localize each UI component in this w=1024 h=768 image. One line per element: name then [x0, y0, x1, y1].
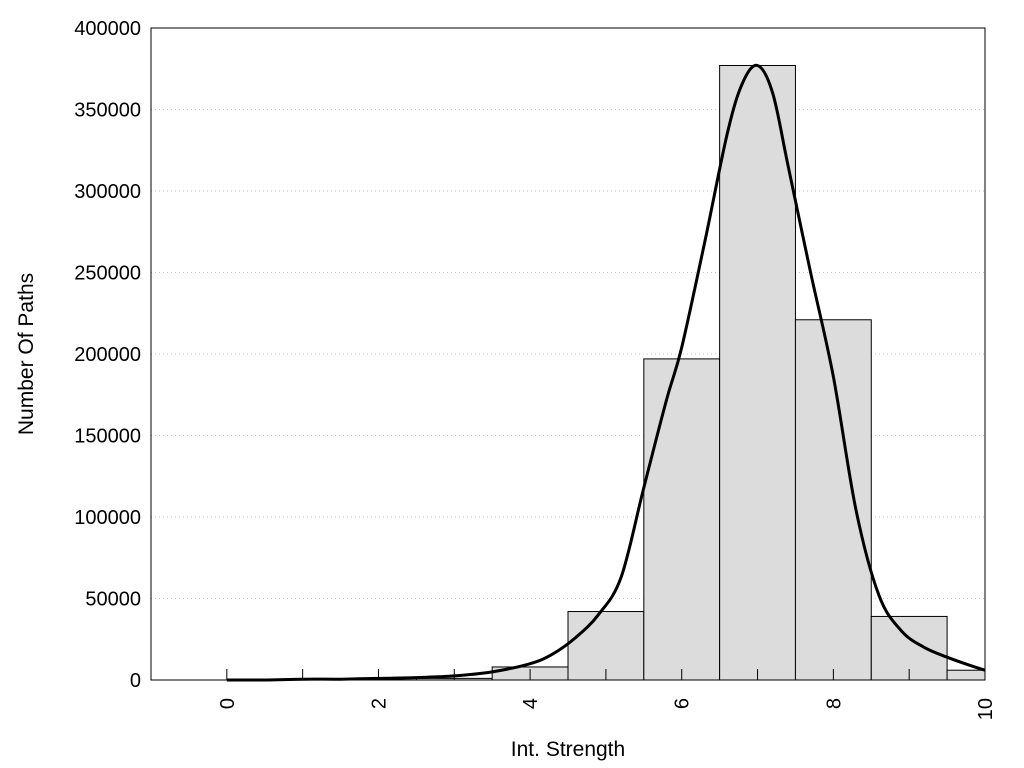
- y-tick-label: 50000: [85, 589, 141, 611]
- x-axis-title: Int. Strength: [511, 738, 625, 761]
- x-tick-label: 0: [217, 698, 239, 709]
- y-tick-label: 0: [130, 670, 141, 692]
- y-axis-ticks: 0 50000 100000 150000 200000 250000 300000 3500…: [74, 18, 141, 692]
- gridlines: [151, 109, 985, 599]
- bars: [415, 64, 986, 681]
- histogram-bar: [946, 669, 986, 681]
- x-tick-label: 4: [520, 698, 542, 709]
- x-tick-label: 8: [823, 698, 845, 709]
- y-tick-label: 200000: [74, 344, 141, 366]
- y-tick-label: 350000: [74, 100, 141, 122]
- x-tick-label: 2: [368, 698, 390, 709]
- y-axis-title: Number Of Paths: [15, 273, 38, 435]
- histogram-bar: [643, 358, 721, 681]
- y-tick-label: 100000: [74, 507, 141, 529]
- y-tick-label: 400000: [74, 18, 141, 40]
- histogram-bar: [719, 64, 796, 681]
- x-tick-label: 6: [672, 698, 694, 709]
- x-axis-ticks: 0 2 4 6 8 10: [217, 669, 997, 720]
- density-curve: [226, 63, 986, 682]
- y-tick-label: 250000: [74, 263, 141, 285]
- y-tick-label: 150000: [74, 426, 141, 448]
- density-curve-line: [226, 63, 986, 682]
- x-tick-label: 10: [975, 698, 997, 720]
- y-tick-label: 300000: [74, 181, 141, 203]
- plot-frame: [150, 27, 986, 681]
